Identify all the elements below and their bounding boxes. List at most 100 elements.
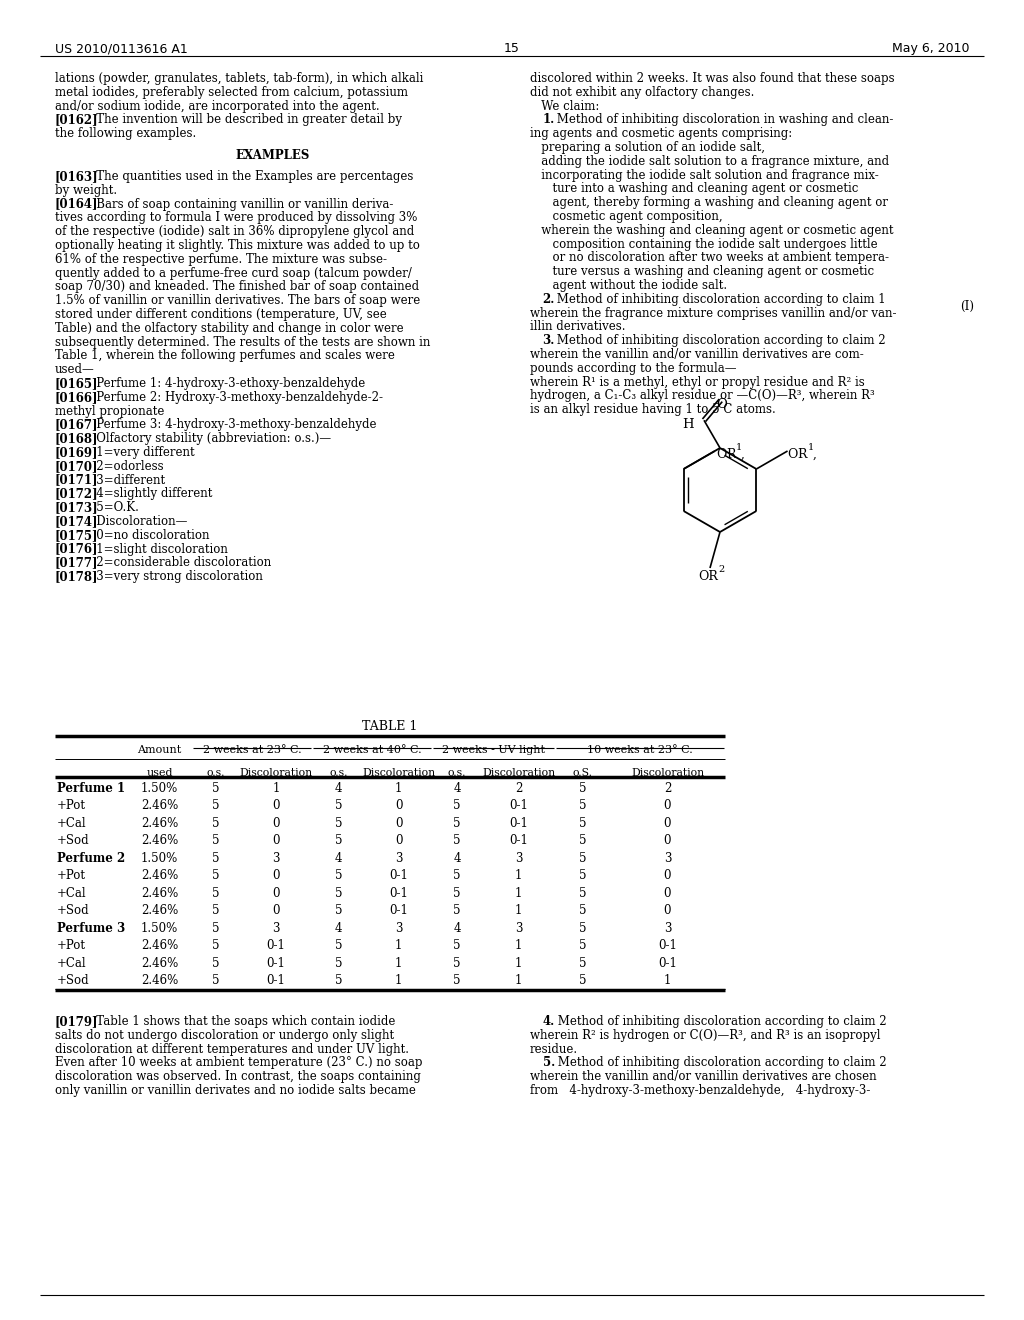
- Text: 2 weeks at 40° C.: 2 weeks at 40° C.: [323, 744, 421, 755]
- Text: 1.50%: 1.50%: [141, 851, 178, 865]
- Text: Discoloration: Discoloration: [482, 768, 555, 777]
- Text: O: O: [716, 447, 726, 461]
- Text: ing agents and cosmetic agents comprising:: ing agents and cosmetic agents comprisin…: [530, 127, 793, 140]
- Text: [0176]: [0176]: [55, 543, 98, 556]
- Text: May 6, 2010: May 6, 2010: [892, 42, 969, 55]
- Text: 1: 1: [664, 974, 671, 987]
- Text: +Sod: +Sod: [57, 904, 90, 917]
- Text: 1=slight discoloration: 1=slight discoloration: [85, 543, 228, 556]
- Text: 5: 5: [579, 817, 587, 830]
- Text: quently added to a perfume-free curd soap (talcum powder/: quently added to a perfume-free curd soa…: [55, 267, 412, 280]
- Text: 2.46%: 2.46%: [141, 974, 178, 987]
- Text: wherein the vanillin and/or vanillin derivatives are chosen: wherein the vanillin and/or vanillin der…: [530, 1071, 877, 1084]
- Text: soap 70/30) and kneaded. The finished bar of soap contained: soap 70/30) and kneaded. The finished ba…: [55, 280, 419, 293]
- Text: [0167]: [0167]: [55, 418, 98, 432]
- Text: 2: 2: [515, 781, 522, 795]
- Text: OR: OR: [698, 569, 718, 582]
- Text: methyl propionate: methyl propionate: [55, 405, 165, 417]
- Text: Amount: Amount: [137, 744, 181, 755]
- Text: 1: 1: [736, 444, 742, 453]
- Text: Method of inhibiting discoloration according to claim 2: Method of inhibiting discoloration accor…: [554, 1015, 886, 1028]
- Text: 1: 1: [272, 781, 280, 795]
- Text: Perfume 1: Perfume 1: [57, 781, 125, 795]
- Text: 1: 1: [515, 957, 522, 970]
- Text: wherein the washing and cleaning agent or cosmetic agent: wherein the washing and cleaning agent o…: [530, 224, 894, 236]
- Text: lations (powder, granulates, tablets, tab-form), in which alkali: lations (powder, granulates, tablets, ta…: [55, 73, 423, 84]
- Text: 3: 3: [515, 851, 522, 865]
- Text: R: R: [798, 447, 807, 461]
- Text: 2 weeks at 23° C.: 2 weeks at 23° C.: [203, 744, 301, 755]
- Text: Perfume 2: Perfume 2: [57, 851, 125, 865]
- Text: 3: 3: [272, 921, 280, 935]
- Text: 5: 5: [335, 974, 342, 987]
- Text: metal iodides, preferably selected from calcium, potassium: metal iodides, preferably selected from …: [55, 86, 408, 99]
- Text: o.s.: o.s.: [330, 768, 348, 777]
- Text: (I): (I): [961, 300, 974, 313]
- Text: 15: 15: [504, 42, 520, 55]
- Text: US 2010/0113616 A1: US 2010/0113616 A1: [55, 42, 187, 55]
- Text: o.S.: o.S.: [572, 768, 593, 777]
- Text: and/or sodium iodide, are incorporated into the agent.: and/or sodium iodide, are incorporated i…: [55, 99, 380, 112]
- Text: agent without the iodide salt.: agent without the iodide salt.: [530, 279, 727, 292]
- Text: 0-1: 0-1: [658, 939, 677, 952]
- Text: +Sod: +Sod: [57, 834, 90, 847]
- Text: 5: 5: [335, 869, 342, 882]
- Text: 2.46%: 2.46%: [141, 939, 178, 952]
- Text: ,: ,: [740, 447, 744, 461]
- Text: Discoloration—: Discoloration—: [85, 515, 187, 528]
- Text: 3: 3: [664, 851, 672, 865]
- Text: 4: 4: [335, 921, 342, 935]
- Text: 5: 5: [212, 851, 220, 865]
- Text: 1: 1: [395, 974, 402, 987]
- Text: 5: 5: [212, 869, 220, 882]
- Text: 5: 5: [212, 834, 220, 847]
- Text: optionally heating it slightly. This mixture was added to up to: optionally heating it slightly. This mix…: [55, 239, 420, 252]
- Text: 5: 5: [335, 887, 342, 900]
- Text: discolored within 2 weeks. It was also found that these soaps: discolored within 2 weeks. It was also f…: [530, 73, 895, 84]
- Text: 5: 5: [454, 817, 461, 830]
- Text: Even after 10 weeks at ambient temperature (23° C.) no soap: Even after 10 weeks at ambient temperatu…: [55, 1056, 423, 1069]
- Text: [0165]: [0165]: [55, 378, 98, 389]
- Text: +Pot: +Pot: [57, 939, 86, 952]
- Text: 5: 5: [579, 799, 587, 812]
- Text: 0: 0: [272, 799, 280, 812]
- Text: 5: 5: [579, 904, 587, 917]
- Text: 5: 5: [454, 869, 461, 882]
- Text: only vanillin or vanillin derivates and no iodide salts became: only vanillin or vanillin derivates and …: [55, 1084, 416, 1097]
- Text: wherein the vanillin and/or vanillin derivatives are com-: wherein the vanillin and/or vanillin der…: [530, 348, 864, 360]
- Text: 0: 0: [664, 799, 672, 812]
- Text: Method of inhibiting discoloration according to claim 1: Method of inhibiting discoloration accor…: [553, 293, 886, 306]
- Text: 61% of the respective perfume. The mixture was subse-: 61% of the respective perfume. The mixtu…: [55, 253, 387, 265]
- Text: incorporating the iodide salt solution and fragrance mix-: incorporating the iodide salt solution a…: [530, 169, 879, 182]
- Text: 5.: 5.: [543, 1056, 555, 1069]
- Text: 1: 1: [515, 887, 522, 900]
- Text: [0178]: [0178]: [55, 570, 98, 583]
- Text: 5: 5: [579, 887, 587, 900]
- Text: 4: 4: [335, 851, 342, 865]
- Text: 0: 0: [272, 817, 280, 830]
- Text: 5: 5: [579, 921, 587, 935]
- Text: 5: 5: [212, 887, 220, 900]
- Text: 5: 5: [212, 957, 220, 970]
- Text: 4: 4: [454, 781, 461, 795]
- Text: 0-1: 0-1: [509, 817, 528, 830]
- Text: ture into a washing and cleaning agent or cosmetic: ture into a washing and cleaning agent o…: [530, 182, 858, 195]
- Text: cosmetic agent composition,: cosmetic agent composition,: [530, 210, 723, 223]
- Text: 5: 5: [212, 939, 220, 952]
- Text: salts do not undergo discoloration or undergo only slight: salts do not undergo discoloration or un…: [55, 1028, 394, 1041]
- Text: 1.5% of vanillin or vanillin derivatives. The bars of soap were: 1.5% of vanillin or vanillin derivatives…: [55, 294, 420, 308]
- Text: [0163]: [0163]: [55, 170, 98, 183]
- Text: Bars of soap containing vanillin or vanillin deriva-: Bars of soap containing vanillin or vani…: [85, 198, 393, 211]
- Text: 0: 0: [664, 834, 672, 847]
- Text: 5: 5: [454, 939, 461, 952]
- Text: hydrogen, a C₁-C₃ alkyl residue or —C(O)—R³, wherein R³: hydrogen, a C₁-C₃ alkyl residue or —C(O)…: [530, 389, 874, 403]
- Text: stored under different conditions (temperature, UV, see: stored under different conditions (tempe…: [55, 308, 387, 321]
- Text: adding the iodide salt solution to a fragrance mixture, and: adding the iodide salt solution to a fra…: [530, 154, 889, 168]
- Text: ,: ,: [813, 447, 816, 461]
- Text: 3: 3: [664, 921, 672, 935]
- Text: 1: 1: [395, 957, 402, 970]
- Text: 2.46%: 2.46%: [141, 904, 178, 917]
- Text: 5: 5: [212, 921, 220, 935]
- Text: 5: 5: [579, 939, 587, 952]
- Text: discoloration at different temperatures and under UV light.: discoloration at different temperatures …: [55, 1043, 409, 1056]
